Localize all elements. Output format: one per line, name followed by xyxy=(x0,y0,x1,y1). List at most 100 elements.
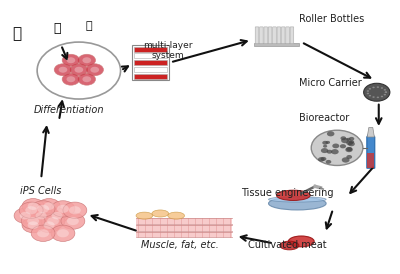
Circle shape xyxy=(58,67,67,73)
Circle shape xyxy=(331,149,339,154)
Ellipse shape xyxy=(280,241,299,250)
Circle shape xyxy=(377,96,379,98)
Circle shape xyxy=(14,208,36,223)
Circle shape xyxy=(346,141,353,145)
Circle shape xyxy=(385,92,387,93)
Circle shape xyxy=(367,93,369,94)
Ellipse shape xyxy=(168,212,184,219)
Circle shape xyxy=(381,87,383,89)
Text: iPS Cells: iPS Cells xyxy=(20,186,62,196)
Polygon shape xyxy=(367,132,375,168)
FancyBboxPatch shape xyxy=(134,60,167,65)
Circle shape xyxy=(372,96,375,98)
Text: 🐔: 🐔 xyxy=(86,21,92,31)
Circle shape xyxy=(19,202,43,218)
Circle shape xyxy=(90,67,99,73)
Text: Tissue engineering: Tissue engineering xyxy=(241,188,334,198)
Circle shape xyxy=(61,213,85,229)
FancyBboxPatch shape xyxy=(268,27,272,44)
Text: 🐖: 🐖 xyxy=(53,22,61,35)
Text: Roller Bottles: Roller Bottles xyxy=(299,14,364,24)
Circle shape xyxy=(36,212,47,219)
Circle shape xyxy=(51,225,75,241)
Circle shape xyxy=(22,218,44,233)
Circle shape xyxy=(346,147,352,151)
Circle shape xyxy=(62,54,80,66)
Circle shape xyxy=(384,89,386,91)
Circle shape xyxy=(349,140,354,144)
Circle shape xyxy=(31,225,55,241)
Circle shape xyxy=(46,208,68,223)
Circle shape xyxy=(52,212,62,219)
Circle shape xyxy=(364,83,390,101)
Circle shape xyxy=(78,54,96,66)
Circle shape xyxy=(47,217,59,225)
Circle shape xyxy=(31,201,55,217)
Circle shape xyxy=(78,73,96,85)
Ellipse shape xyxy=(268,197,326,210)
Circle shape xyxy=(346,155,352,159)
Circle shape xyxy=(323,145,327,148)
Circle shape xyxy=(381,96,383,97)
Circle shape xyxy=(51,201,75,217)
Circle shape xyxy=(62,73,80,85)
Circle shape xyxy=(348,142,355,146)
Circle shape xyxy=(66,76,75,82)
Circle shape xyxy=(346,138,351,141)
Circle shape xyxy=(369,88,371,90)
Circle shape xyxy=(318,157,325,162)
Circle shape xyxy=(28,221,39,229)
Circle shape xyxy=(311,130,363,165)
Circle shape xyxy=(69,206,81,214)
Circle shape xyxy=(332,144,339,148)
Circle shape xyxy=(86,64,104,76)
Text: Differentiation: Differentiation xyxy=(34,105,104,115)
Ellipse shape xyxy=(268,197,326,202)
Circle shape xyxy=(82,76,91,82)
Ellipse shape xyxy=(276,190,310,201)
Circle shape xyxy=(37,205,49,213)
Ellipse shape xyxy=(152,210,169,217)
Text: Bioreactor: Bioreactor xyxy=(299,113,350,123)
Circle shape xyxy=(74,67,83,73)
Ellipse shape xyxy=(136,212,153,219)
Circle shape xyxy=(326,150,332,154)
FancyBboxPatch shape xyxy=(277,27,281,44)
Polygon shape xyxy=(367,127,374,137)
Circle shape xyxy=(21,213,45,229)
Circle shape xyxy=(41,213,65,229)
FancyBboxPatch shape xyxy=(134,67,167,72)
FancyBboxPatch shape xyxy=(134,53,167,58)
Text: multi-layer
system: multi-layer system xyxy=(144,41,193,60)
Circle shape xyxy=(321,148,328,153)
Circle shape xyxy=(38,218,60,233)
FancyBboxPatch shape xyxy=(134,47,167,52)
Text: Muscle, fat, etc.: Muscle, fat, etc. xyxy=(141,241,219,250)
Circle shape xyxy=(57,229,69,237)
FancyBboxPatch shape xyxy=(273,27,276,44)
Circle shape xyxy=(37,229,49,237)
FancyBboxPatch shape xyxy=(282,27,285,44)
FancyBboxPatch shape xyxy=(134,74,167,79)
Circle shape xyxy=(28,202,39,210)
Circle shape xyxy=(38,199,60,214)
Circle shape xyxy=(320,157,326,161)
Circle shape xyxy=(349,137,354,141)
Circle shape xyxy=(326,141,330,144)
FancyBboxPatch shape xyxy=(264,27,268,44)
Circle shape xyxy=(82,57,91,63)
Circle shape xyxy=(44,221,55,229)
Circle shape xyxy=(44,202,55,210)
Circle shape xyxy=(67,217,79,225)
Circle shape xyxy=(70,64,88,76)
Circle shape xyxy=(369,95,371,96)
Circle shape xyxy=(63,202,87,218)
Circle shape xyxy=(384,94,386,95)
Circle shape xyxy=(54,64,72,76)
Circle shape xyxy=(326,160,331,164)
Circle shape xyxy=(322,141,328,145)
FancyBboxPatch shape xyxy=(260,27,263,44)
Circle shape xyxy=(341,138,349,143)
Circle shape xyxy=(340,136,346,140)
FancyBboxPatch shape xyxy=(290,27,294,44)
